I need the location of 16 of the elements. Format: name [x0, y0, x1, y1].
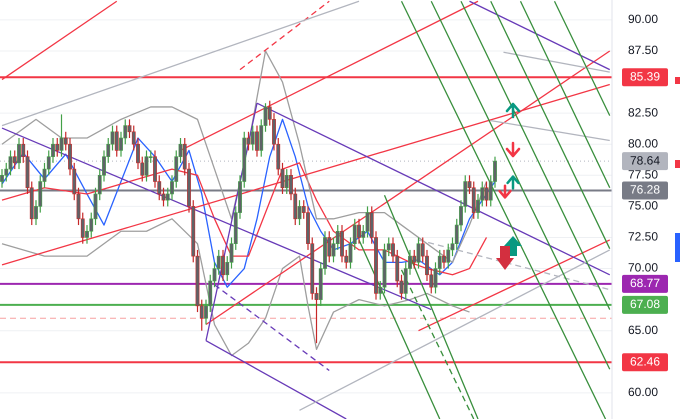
- ref-line-label: 68.77: [630, 276, 660, 290]
- y-tick-label: 90.00: [628, 12, 658, 26]
- y-tick-label: 75.00: [628, 198, 658, 213]
- y-tick-label: 70.00: [628, 260, 658, 275]
- ref-line-label: 76.28: [630, 182, 660, 197]
- y-tick-label: 87.50: [628, 43, 658, 58]
- y-tick-label: 80.00: [628, 136, 658, 150]
- y-tick-label: 60.00: [628, 385, 658, 400]
- y-tick-label: 65.00: [628, 322, 658, 337]
- y-tick-label: 72.50: [628, 230, 658, 244]
- ref-line-label: 78.64: [630, 153, 660, 168]
- y-tick-label: 82.50: [628, 105, 658, 120]
- ref-line-label: 85.39: [630, 69, 660, 84]
- ref-line-label: 62.46: [630, 354, 660, 368]
- ref-line-label: 67.08: [630, 297, 660, 312]
- y-tick-label: 77.50: [628, 167, 658, 182]
